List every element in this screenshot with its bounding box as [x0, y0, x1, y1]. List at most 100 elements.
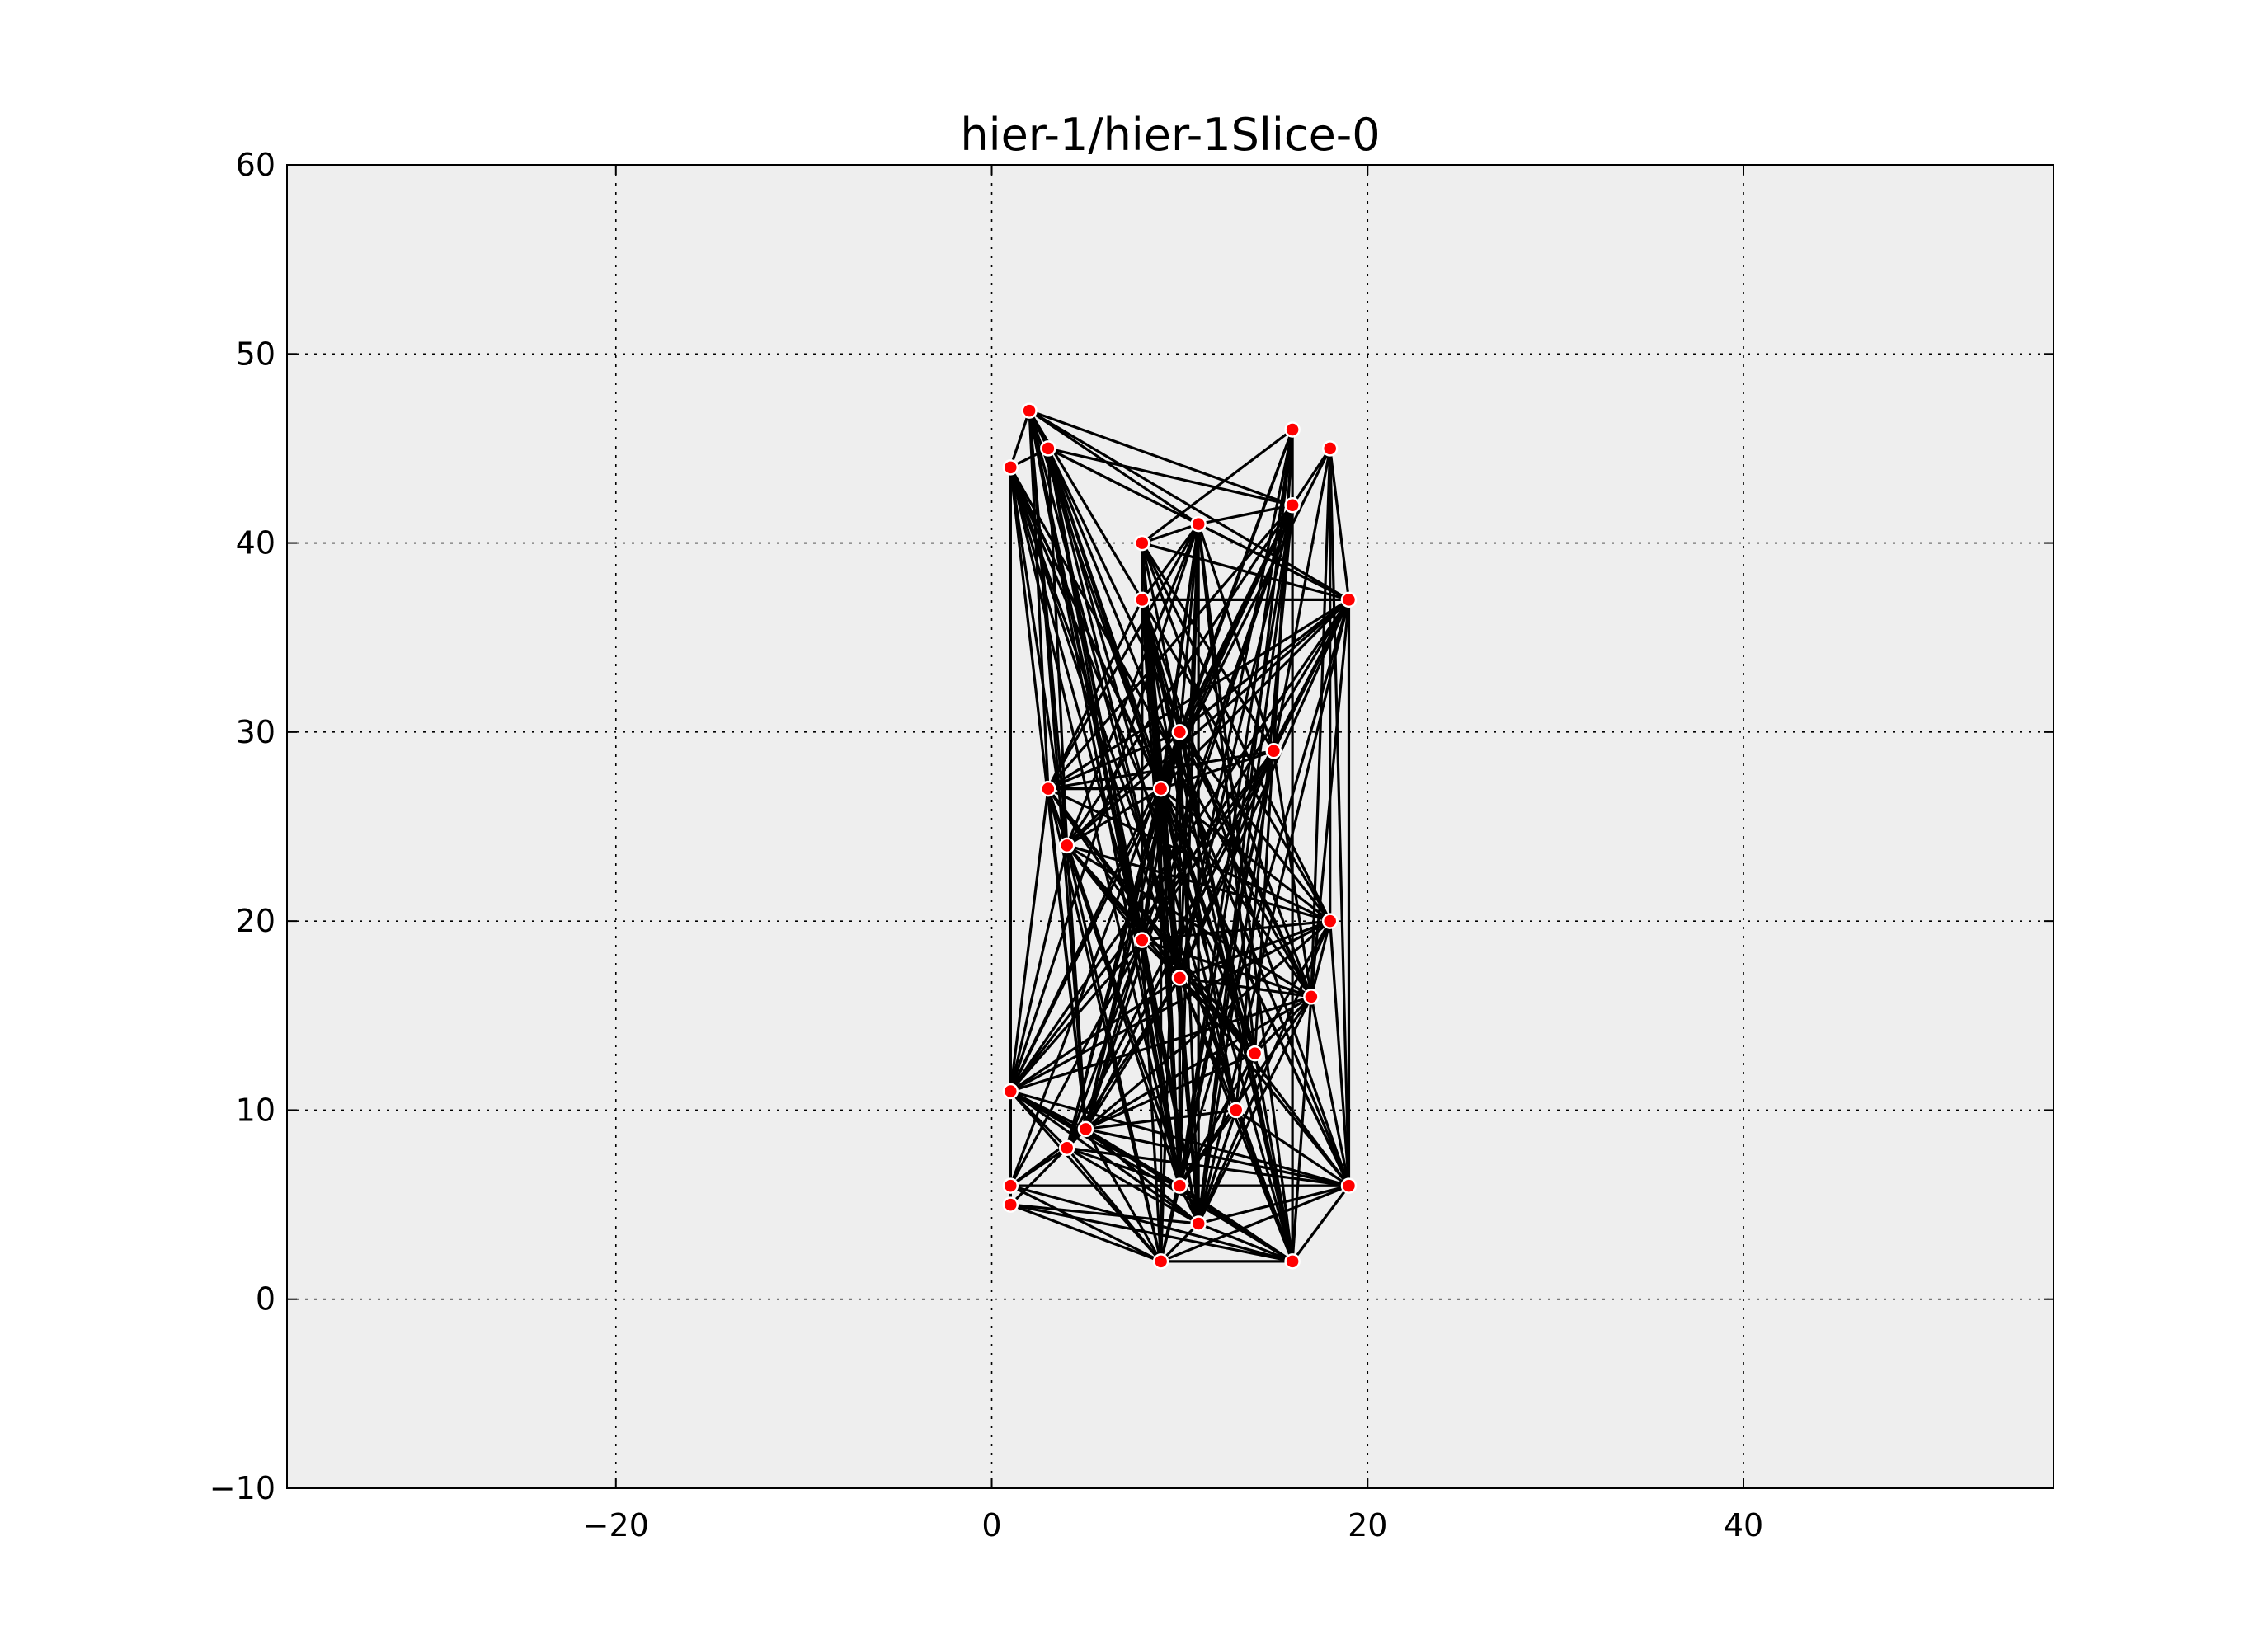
graph-edge	[1329, 448, 1351, 600]
graph-edge	[1009, 939, 1144, 1186]
graph-node	[1303, 989, 1320, 1005]
graph-edge	[1085, 1127, 1349, 1187]
graph-edge	[1291, 1185, 1350, 1262]
graph-edge	[1028, 409, 1350, 601]
graph-edge	[1141, 542, 1349, 601]
y-tick-label: 20	[236, 903, 275, 939]
graph-node	[1171, 724, 1188, 740]
graph-node	[1152, 1253, 1169, 1270]
graph-edge	[1141, 919, 1330, 942]
x-tick-labels: −20 0 20 40	[583, 1507, 1764, 1543]
graph-edge	[1141, 543, 1313, 998]
graph-edge	[1066, 599, 1350, 847]
graph-edge	[1141, 599, 1350, 1186]
x-tick-label: 40	[1724, 1507, 1763, 1543]
graph-edge	[1141, 599, 1350, 941]
graph-edge	[1141, 788, 1163, 941]
graph-node	[1284, 1253, 1301, 1270]
graph-edge	[1253, 1053, 1294, 1262]
graph-nodes	[1002, 402, 1358, 1270]
graph-edge	[1272, 750, 1313, 998]
graph-edge	[1141, 939, 1200, 1224]
graph-edge	[1329, 921, 1351, 1186]
graph-edge	[1047, 447, 1293, 507]
graph-edge	[1160, 788, 1257, 1055]
y-tick-label: 10	[236, 1092, 275, 1128]
graph-edge	[1179, 1109, 1238, 1187]
graph-edge	[1009, 1203, 1162, 1263]
graph-edge	[1009, 505, 1294, 1092]
graph-node	[1171, 1177, 1188, 1194]
graph-node	[1134, 534, 1150, 552]
y-tick-labels: −10 0 10 20 30 40 50 60	[209, 147, 275, 1506]
graph-edge	[1141, 428, 1294, 544]
graph-node	[1040, 780, 1056, 797]
graph-edge	[1009, 1184, 1293, 1263]
graph-edge	[1179, 919, 1331, 980]
graph-edge	[1160, 749, 1274, 791]
graph-node	[1002, 459, 1019, 476]
graph-edge	[1009, 1203, 1293, 1263]
graph-edge	[1047, 599, 1350, 790]
graph-node	[1002, 1083, 1019, 1100]
graph-edge	[1160, 1222, 1200, 1262]
y-tick-label: 50	[236, 336, 275, 372]
graph-edge	[1066, 843, 1331, 923]
graph-edge	[1066, 939, 1144, 1149]
graph-node	[1077, 1120, 1094, 1138]
graph-edge	[1084, 939, 1144, 1130]
graph-edge	[1085, 1108, 1236, 1130]
graph-edge	[1310, 448, 1332, 997]
graph-edge	[1066, 1146, 1180, 1187]
graph-edge	[1028, 409, 1293, 507]
graph-edge	[1085, 995, 1312, 1130]
y-tick-label: −10	[209, 1470, 275, 1506]
graph-edge	[1066, 524, 1200, 847]
graph-edge	[1047, 749, 1274, 791]
graph-edge	[1066, 1146, 1349, 1187]
graph-edge	[1066, 787, 1162, 847]
graph-node	[1265, 743, 1282, 759]
graph-edge	[1009, 845, 1069, 1092]
graph-edge	[1084, 788, 1163, 1130]
graph-edge	[1310, 920, 1332, 998]
graph-edge	[1198, 1184, 1349, 1225]
graph-edge	[1028, 409, 1200, 525]
graph-edge	[1085, 919, 1331, 1130]
graph-node	[1190, 515, 1207, 533]
x-tick-label: 0	[981, 1507, 1001, 1543]
graph-edge	[1066, 1147, 1162, 1262]
graph-node	[1002, 1177, 1019, 1194]
graph-edge	[1179, 976, 1350, 1187]
graph-edge	[1047, 731, 1181, 791]
graph-edge	[1066, 977, 1181, 1149]
graph-edge	[1160, 1184, 1350, 1263]
graph-node	[1284, 421, 1301, 438]
graph-edge	[1160, 1185, 1181, 1262]
graph-edge	[1047, 523, 1200, 790]
graph-edge	[1066, 845, 1088, 1130]
graph-edge	[1160, 788, 1238, 1111]
graph-node	[1340, 1177, 1358, 1194]
chart-title: hier-1/hier-1Slice-0	[960, 109, 1380, 161]
graph-edge	[1197, 599, 1351, 1224]
graph-edge	[1085, 1128, 1200, 1225]
graph-edge	[1009, 1090, 1200, 1225]
graph-node	[1058, 837, 1075, 854]
y-tick-label: 60	[236, 147, 275, 183]
graph-edge	[1198, 523, 1350, 601]
graph-edge	[1272, 429, 1294, 751]
graph-edge	[1009, 749, 1275, 1092]
axis-ticks	[287, 164, 2054, 1489]
graph-edge	[1235, 1109, 1350, 1187]
graph-edge	[1141, 749, 1275, 941]
graph-edge	[1179, 976, 1312, 998]
graph-edge	[1009, 939, 1144, 1092]
y-tick-label: 30	[236, 714, 275, 750]
graph-edge	[1066, 844, 1256, 1055]
graph-node	[1246, 1045, 1263, 1062]
graph-edge	[1028, 410, 1181, 1186]
graph-node	[1321, 440, 1339, 457]
graph-edge	[1291, 996, 1313, 1261]
